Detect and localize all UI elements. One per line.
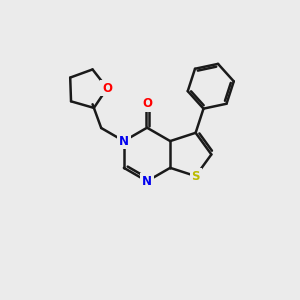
- Text: S: S: [191, 169, 200, 183]
- Text: N: N: [119, 135, 129, 148]
- Text: O: O: [102, 82, 112, 95]
- Text: N: N: [142, 175, 152, 188]
- Text: O: O: [142, 98, 152, 110]
